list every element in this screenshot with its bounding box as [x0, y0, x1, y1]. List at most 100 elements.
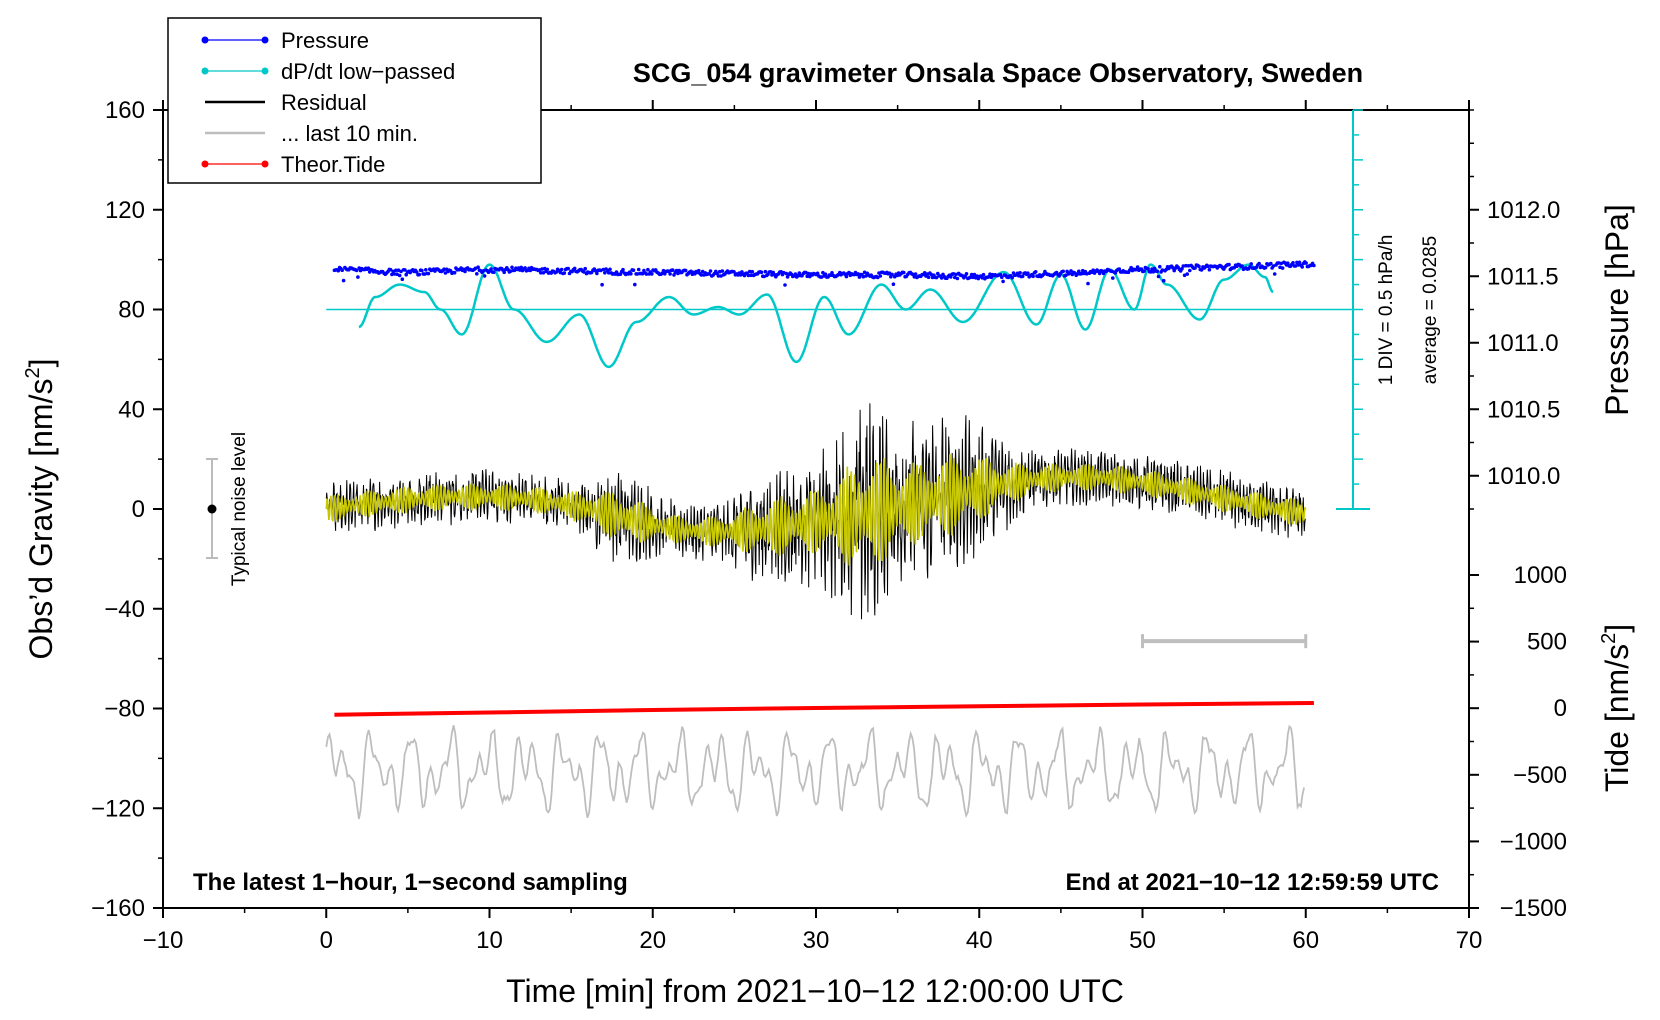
pressure-point [340, 268, 345, 273]
pressure-point [708, 269, 713, 273]
pressure-point [491, 270, 496, 275]
pressure-point [646, 267, 650, 272]
x-tick-label: 10 [476, 927, 503, 954]
legend-dot [261, 67, 269, 75]
pressure-tick-label: 1011.5 [1487, 263, 1559, 290]
pressure-point [862, 270, 867, 275]
pressure-point [650, 272, 654, 276]
pressure-point [482, 274, 487, 278]
pressure-point [629, 272, 633, 276]
pressure-point [913, 272, 918, 276]
pressure-point [1269, 261, 1273, 266]
y-tick-label: 160 [105, 97, 145, 124]
pressure-point [559, 267, 564, 272]
pressure-point [397, 273, 402, 278]
pressure-point [420, 268, 424, 273]
pressure-point [749, 273, 753, 278]
pressure-point [964, 272, 969, 276]
dpdt-lowpassed-line [358, 263, 1274, 369]
pressure-point [539, 271, 543, 275]
pressure-point [720, 269, 725, 273]
dpdt-scale-avg-label: average = 0.0285 [1420, 236, 1441, 384]
pressure-point [489, 267, 493, 271]
x-tick-label: 0 [320, 927, 333, 954]
legend-label: Theor.Tide [281, 152, 385, 177]
pressure-point [388, 267, 393, 272]
pressure-point [392, 272, 397, 276]
pressure-point [747, 269, 752, 274]
pressure-point [1148, 270, 1153, 274]
pressure-tick-label: 1012.0 [1487, 197, 1560, 224]
pressure-point [861, 274, 866, 279]
pressure-point [697, 268, 701, 273]
tide-tick-label: 0 [1554, 695, 1567, 722]
y-tick-label: −80 [104, 696, 145, 723]
residual-filtered-line [325, 454, 1307, 566]
pressure-point [1263, 265, 1268, 270]
pressure-point [510, 265, 514, 270]
noise-label: Typical noise level [229, 432, 250, 586]
legend-label: dP/dt low−passed [281, 59, 455, 84]
pressure-point [891, 282, 896, 287]
pressure-point [1181, 264, 1186, 268]
pressure-point [403, 268, 407, 272]
pressure-point [1031, 274, 1035, 279]
pressure-point [1075, 272, 1080, 276]
pressure-point [1185, 272, 1189, 276]
y-tick-label: 80 [118, 297, 145, 324]
y-tick-label: 40 [118, 396, 145, 423]
pressure-point [1156, 274, 1161, 279]
dpdt-scale-div-label: 1 DIV = 0.5 hPa/h [1376, 235, 1397, 386]
pressure-point [1184, 263, 1188, 268]
pressure-point [600, 282, 604, 287]
x-tick-label: 70 [1456, 927, 1483, 954]
pressure-point [1257, 261, 1261, 266]
pressure-point [452, 270, 457, 275]
end-time-note: End at 2021−10−12 12:59:59 UTC [1065, 869, 1439, 896]
noise-level-indicator: Typical noise level [206, 432, 250, 586]
pressure-point [1188, 268, 1192, 273]
pressure-point [707, 272, 711, 276]
pressure-point [394, 268, 398, 273]
y-axis-title-left: Obs’d Gravity [nm/s2] [22, 359, 59, 660]
pressure-tick-label: 1011.0 [1487, 330, 1559, 357]
x-tick-label: 20 [639, 927, 666, 954]
pressure-point [1312, 263, 1316, 268]
y-axis-title-pressure: Pressure [hPa] [1599, 204, 1635, 416]
pressure-point [566, 266, 570, 271]
pressure-point [683, 268, 688, 273]
pressure-point [442, 267, 446, 272]
pressure-point [821, 270, 825, 275]
pressure-point [417, 272, 422, 277]
pressure-point [1033, 270, 1038, 274]
pressure-point [763, 269, 768, 274]
pressure-point [815, 271, 820, 276]
pressure-point [1079, 271, 1084, 276]
pressure-point [969, 272, 974, 277]
pressure-point [1097, 271, 1102, 276]
pressure-point [1180, 266, 1184, 271]
pressure-point [1020, 274, 1025, 279]
legend: Pressure dP/dt low−passed Residual ... last… [167, 17, 542, 184]
pressure-point [699, 273, 704, 277]
pressure-point [1161, 278, 1166, 283]
pressure-point [354, 268, 359, 273]
pressure-point [668, 272, 672, 276]
x-tick-label: −10 [143, 927, 184, 954]
pressure-point [1158, 264, 1162, 269]
y-tick-label: 0 [132, 496, 145, 523]
pressure-point [608, 267, 612, 272]
theor-tide-line [334, 701, 1314, 717]
pressure-point [463, 269, 467, 274]
legend-label: Residual [281, 90, 367, 115]
pressure-point [878, 274, 883, 278]
pressure-point [750, 269, 755, 274]
tide-tick-label: 500 [1527, 629, 1567, 656]
pressure-point [621, 267, 625, 272]
last-10-min-line [325, 724, 1305, 820]
pressure-point [502, 270, 507, 275]
pressure-point [949, 275, 953, 279]
x-tick-label: 60 [1292, 927, 1319, 954]
pressure-point [636, 267, 641, 272]
